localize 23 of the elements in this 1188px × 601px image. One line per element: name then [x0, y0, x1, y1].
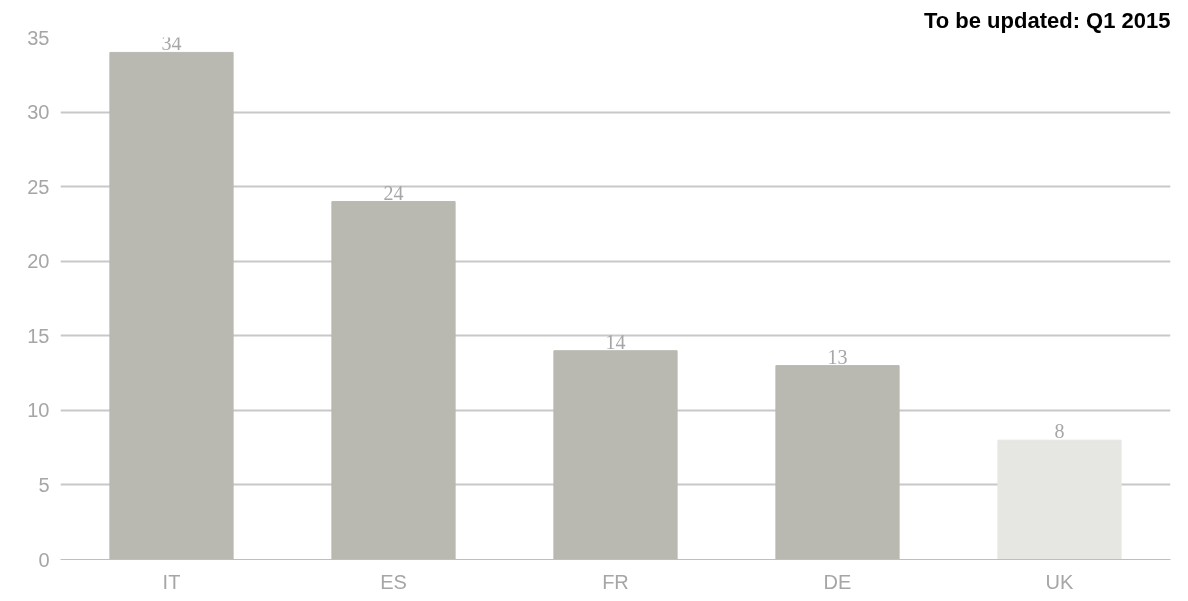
x-tick-label: ES: [380, 570, 407, 593]
x-tick-label: UK: [1045, 570, 1075, 593]
chart-title: To be updated: Q1 2015: [923, 7, 1171, 33]
x-tick-label: IT: [162, 570, 181, 593]
bar: [331, 201, 456, 560]
bar: [109, 51, 234, 560]
bar: [997, 439, 1122, 560]
data-label: 24: [383, 181, 404, 204]
x-tick-label: FR: [602, 570, 629, 593]
y-tick-label: 0: [38, 548, 50, 571]
data-label: 14: [605, 330, 626, 353]
y-tick-label: 20: [27, 250, 50, 273]
bar: [775, 365, 900, 560]
y-tick-label: 30: [27, 101, 50, 124]
y-tick-label: 15: [27, 324, 50, 347]
x-tick-label: DE: [823, 570, 852, 593]
y-tick-label: 35: [27, 26, 50, 49]
bar: [553, 350, 678, 560]
y-tick-label: 25: [27, 175, 50, 198]
data-label: 8: [1054, 420, 1065, 443]
y-tick-label: 5: [38, 473, 50, 496]
y-tick-label: 10: [27, 399, 50, 422]
data-label: 13: [827, 345, 848, 368]
